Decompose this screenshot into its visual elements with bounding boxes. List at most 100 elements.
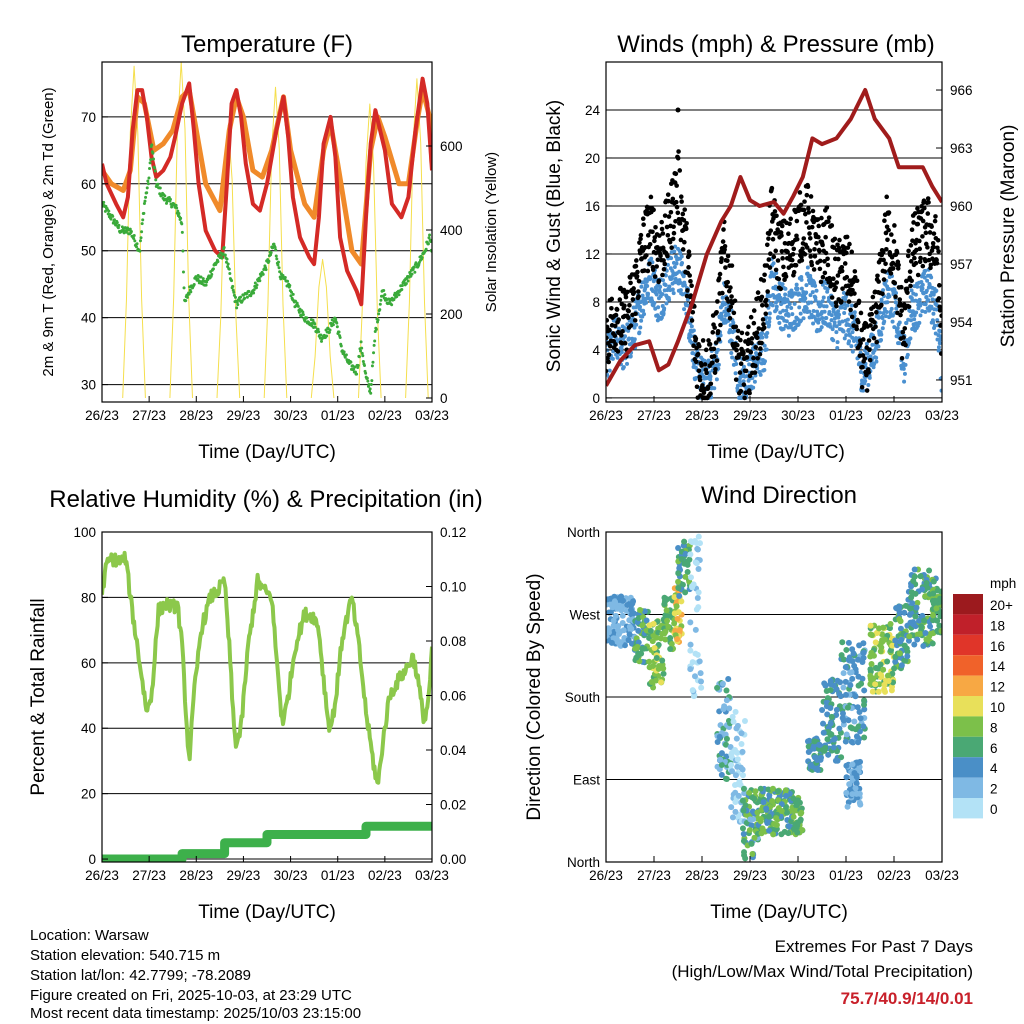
gust-point [731,310,737,316]
wind-direction-point [668,641,675,648]
wind-direction-point [650,620,657,627]
wind-direction-point [913,604,920,611]
winds-title: Winds (mph) & Pressure (mb) [617,31,934,58]
wind-direction-point [765,786,772,793]
wind-direction-point [836,691,843,698]
sonic-wind-point [841,329,846,334]
wind-direction-title: Wind Direction [701,482,857,509]
sonic-wind-point [894,290,899,295]
wind-direction-point [816,742,823,749]
sonic-wind-point [923,309,928,314]
sonic-wind-point [783,292,788,297]
gust-point [823,250,829,256]
wind-direction-point [845,799,852,806]
sonic-wind-point [858,370,863,375]
gust-point [658,253,663,259]
gust-point [850,287,855,293]
dewpoint-point [429,240,432,244]
legend-swatch [953,777,983,798]
gust-point [881,277,887,282]
gust-point [697,377,703,383]
gust-point [820,242,825,248]
gust-point [790,251,796,257]
gust-point [627,302,632,308]
gust-point [780,256,785,261]
gust-point [785,249,790,255]
wind-direction-point [612,601,619,608]
sonic-wind-point [799,286,804,291]
x-tick-label: 27/23 [132,408,166,423]
sonic-wind-point [830,327,835,332]
gust-point [685,288,690,293]
gust-point [848,307,853,313]
gust-point [908,243,914,248]
gust-point [899,308,904,314]
wind-direction-point [844,803,851,810]
gust-point [700,383,705,388]
gust-point [705,384,711,390]
wind-direction-point [904,648,911,655]
sonic-wind-point [847,339,852,344]
dewpoint-point [148,167,152,171]
dewpoint-point [151,157,155,161]
wind-direction-point [892,653,899,660]
sonic-wind-point [926,298,931,303]
gust-point [678,194,684,199]
y-tick-label: 60 [81,177,96,192]
y-tick-label: 12 [585,247,600,262]
wind-direction-point [851,769,858,776]
sonic-wind-point [829,313,834,318]
gust-point [774,213,779,219]
sonic-wind-point [876,344,881,349]
gust-point [702,362,708,367]
wind-direction-point [662,636,669,643]
wind-direction-point [828,713,835,720]
gust-point [665,253,670,259]
wind-direction-point [930,590,937,597]
gust-point [788,216,794,222]
dewpoint-point [189,290,193,294]
wind-direction-point [773,821,780,828]
gust-point [633,311,638,317]
gust-point [892,223,897,228]
dewpoint-point [201,277,205,281]
legend-swatch [953,736,983,758]
dewpoint-point [261,272,265,276]
sonic-wind-point [931,311,936,316]
legend-swatch [953,716,983,737]
elevation-text: Station elevation: 540.715 m [30,947,220,964]
gust-point [882,269,888,274]
sonic-wind-point [845,303,850,308]
y-right-tick-label: 0.04 [440,743,467,758]
legend-label: 14 [990,659,1006,674]
gust-point [717,271,723,277]
solar-insolation-line [310,258,335,399]
gust-point [922,205,927,211]
wind-direction-point [884,658,891,665]
wind-direction-point [926,567,933,574]
gust-point [732,298,738,304]
dewpoint-point [359,340,363,344]
gust-point [799,258,805,263]
x-tick-label: 29/23 [733,868,767,883]
sonic-wind-point [737,380,742,385]
wind-direction-point [773,815,780,822]
wind-direction-point [875,688,882,695]
dewpoint-point [277,260,281,264]
sonic-wind-point [716,362,721,367]
sonic-wind-point [890,319,895,324]
sonic-wind-point [760,335,765,340]
wind-direction-point [659,657,666,664]
wind-direction-point [830,736,837,743]
wind-direction-point [687,641,694,648]
gust-point [739,330,745,336]
temperature-title: Temperature (F) [181,31,353,58]
dewpoint-point [353,365,357,369]
wind-direction-point [723,735,730,742]
wind-direction-point [843,646,850,653]
gust-point [764,303,769,308]
sonic-wind-point [678,280,683,285]
sonic-wind-point [654,292,659,297]
gust-point [933,214,938,219]
